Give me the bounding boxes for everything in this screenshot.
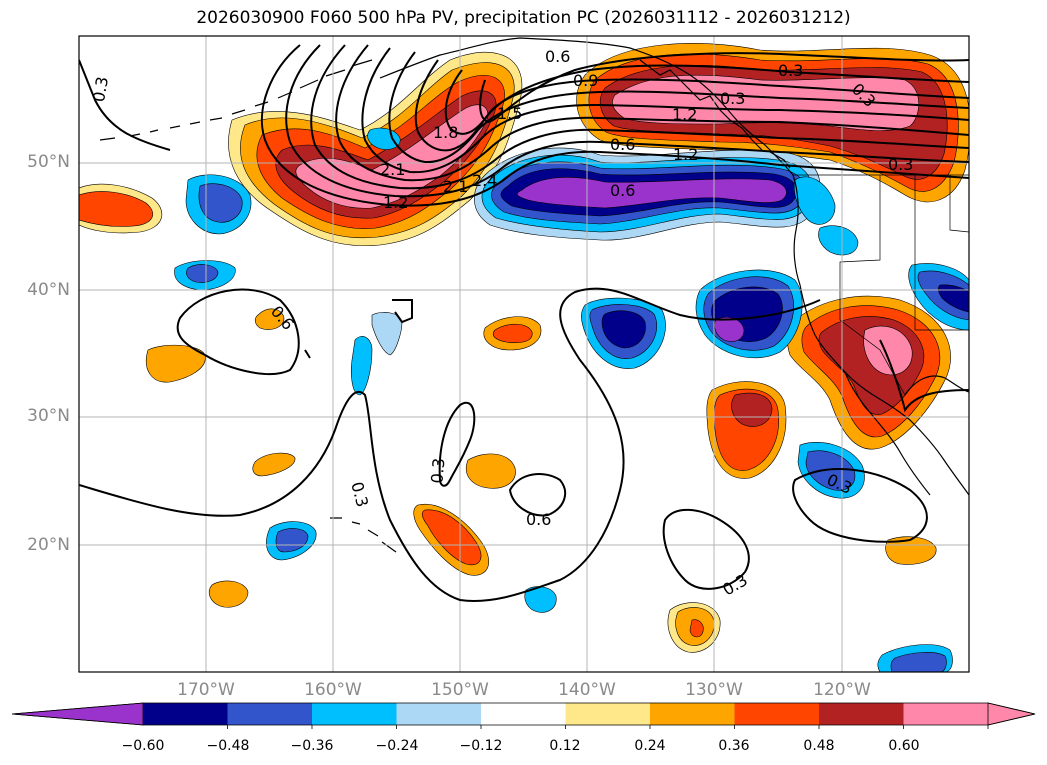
lon-label-120w: 120°W: [813, 680, 871, 700]
colorbar-swatch: [650, 703, 735, 725]
lat-label-50n: 50°N: [27, 152, 70, 172]
colorbar-swatch: [481, 703, 566, 725]
colorbar-swatch: [565, 703, 650, 725]
contour-label: 1.5: [497, 104, 522, 123]
contour-label: 0.9: [573, 71, 598, 90]
contour-label: 0.3: [720, 89, 745, 108]
contour-label: 1.2: [672, 105, 697, 124]
colorbar-tick: −0.36: [290, 738, 334, 754]
lon-label-170w: 170°W: [177, 680, 235, 700]
colorbar-extend-max: [987, 702, 1036, 726]
colorbar-extend-min: [11, 702, 144, 726]
colorbar-swatch: [903, 703, 988, 725]
contour-label: 0.3: [888, 155, 913, 174]
colorbar-swatch: [819, 703, 904, 725]
map-frame: [78, 35, 970, 673]
lon-label-160w: 160°W: [304, 680, 362, 700]
colorbar-tick: 0.48: [803, 738, 835, 754]
lat-label-30n: 30°N: [27, 406, 70, 426]
colorbar-swatch: [143, 703, 228, 725]
contour-label: 0.6: [610, 181, 635, 200]
colorbar-tick: −0.60: [121, 738, 165, 754]
lon-label-140w: 140°W: [558, 680, 616, 700]
graticule: [79, 36, 969, 672]
colorbar-swatch: [734, 703, 819, 725]
colorbar-swatch: [227, 703, 312, 725]
colorbar-tick: −0.24: [375, 738, 419, 754]
contour-label: 2.4: [472, 171, 497, 190]
lon-label-130w: 130°W: [685, 680, 743, 700]
contour-label: 1.2: [383, 193, 408, 212]
pv-contours: [79, 44, 969, 602]
colorbar-tick: −0.48: [206, 738, 250, 754]
colorbar-outline: [11, 702, 1036, 726]
borders: [793, 174, 969, 396]
colorbar: [11, 702, 1036, 729]
colorbar-tick: 0.12: [549, 738, 581, 754]
colorbar-tick: 0.36: [718, 738, 750, 754]
contour-label: 0.6: [545, 47, 570, 66]
contour-label: 2.1: [443, 177, 468, 196]
colorbar-tick: −0.12: [459, 738, 503, 754]
colorbar-swatch: [312, 703, 397, 725]
contour-label: 2.1: [380, 160, 405, 179]
contour-label: 0.3: [89, 75, 112, 103]
contour-label: 0.6: [610, 135, 635, 154]
lat-label-20n: 20°N: [27, 535, 70, 555]
lon-label-150w: 150°W: [431, 680, 489, 700]
colorbar-tick: 0.60: [888, 738, 920, 754]
colorbar-tick: 0.24: [634, 738, 666, 754]
contour-label: 0.6: [526, 510, 551, 529]
contour-label: 0.3: [427, 457, 448, 484]
contour-label: 1.2: [673, 145, 698, 164]
contour-label: 0.3: [778, 61, 803, 80]
contour-label: 1.8: [433, 123, 458, 142]
colorbar-swatch: [396, 703, 481, 725]
map-title: 2026030900 F060 500 hPa PV, precipitatio…: [196, 8, 851, 28]
lat-label-40n: 40°N: [27, 280, 70, 300]
